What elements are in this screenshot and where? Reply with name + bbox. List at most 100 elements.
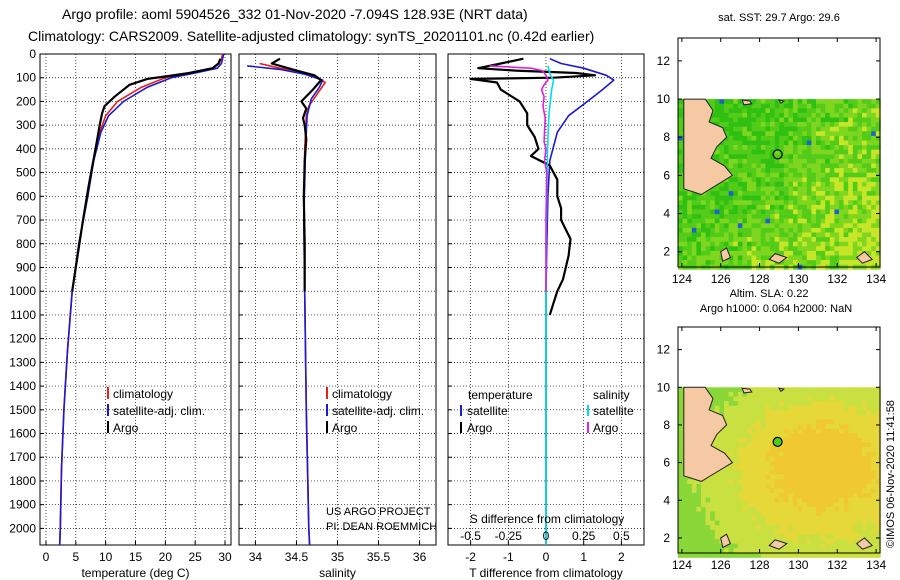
map-cell [733,131,739,137]
map-cell [793,232,798,238]
map-cell [852,241,858,247]
map-cell [724,154,729,160]
map-cell [779,460,785,466]
depth-tick-label: 1400 [9,379,36,393]
map-cell [691,506,697,512]
map-cell [770,204,775,210]
map-cell [848,260,854,265]
map-cell [816,433,821,439]
map-cell [719,112,725,118]
map-cell [788,525,794,531]
map-cell [756,186,762,192]
map-cell [834,529,840,535]
map-cell [871,543,877,549]
map-cell [756,548,762,554]
map-cell [839,250,844,256]
map-cell [779,552,785,558]
map-cell [691,516,697,521]
map-cell [802,456,808,462]
map-cell [811,474,817,480]
map-cell [806,428,812,434]
depth-tick-label: 1300 [9,355,36,369]
map-cell [760,218,766,224]
map-cell [701,511,706,517]
map-cell [737,108,743,114]
map-cell [862,387,867,393]
map-cell [774,191,780,196]
map-cell [774,516,780,521]
map-cell [848,387,854,393]
map-cell [862,502,867,508]
map-cell [875,396,881,402]
map-cell [871,534,877,540]
map-cell [751,479,757,485]
map-cell [852,470,858,475]
map-cell [751,158,757,164]
map-cell [737,502,743,508]
map-cell [765,181,771,187]
map-cell [793,122,798,127]
map-cell [705,260,711,265]
map-cell [829,168,835,173]
map-cell [751,447,757,452]
map-cell [834,209,840,215]
map-cell [852,246,858,252]
map-cell [802,227,808,233]
map-cell [696,232,702,238]
map-cell [783,410,789,416]
map-cell [797,145,803,150]
map-cell [705,488,711,494]
map-cell [760,227,766,233]
map-cell [825,479,831,485]
map-cell [820,126,826,132]
map-cell [774,470,780,475]
map-cell [682,483,688,489]
panel-salinity: 34 34.5 35 35.5 36salinityclimatologysatelli… [238,53,437,580]
map-cell [806,223,812,229]
map-cell [783,191,789,196]
map-cell [783,218,789,224]
map-cell [857,237,863,242]
map-cell [751,414,757,420]
map-cell [797,209,803,215]
map-cell [737,168,743,173]
map-cell [820,511,826,517]
map-cell [857,158,863,164]
map-cell [829,442,835,448]
map-cell [825,396,831,402]
map-cell [774,126,780,132]
map-cell [797,195,803,201]
map-cell [788,460,794,466]
map-cell [724,204,729,210]
map-cell [779,391,785,397]
map-cell [866,548,872,554]
map-cell [866,534,872,540]
map-cell [724,474,729,480]
map-cell [843,260,849,265]
map-cell [747,227,752,233]
map-cell [866,177,872,183]
map-cell [857,195,863,201]
map-cell [774,218,780,224]
map-cell [760,543,766,549]
map-cell [857,140,863,146]
map-cell [760,122,766,127]
map-cell [866,456,872,462]
map-cell [811,131,817,137]
map-cell [728,260,734,265]
map-cell [756,456,762,462]
map-cell [724,442,729,448]
map-cell [705,483,711,489]
map-cell [839,117,844,123]
map-cell [829,488,835,494]
map-cell [829,181,835,187]
map-cell [793,460,798,466]
map-cell [756,534,762,540]
map-cell [760,470,766,475]
map-cell [774,534,780,540]
map-cell [816,191,821,196]
map-cell [857,483,863,489]
map-cell [871,414,877,420]
map-cell [811,534,817,540]
map-cell [678,103,683,109]
